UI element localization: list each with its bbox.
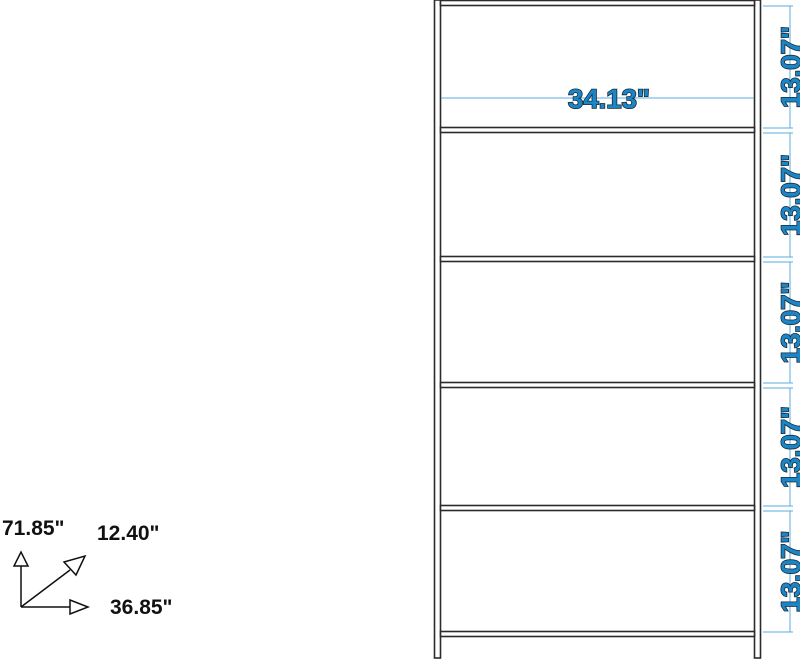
left-post bbox=[433, 0, 442, 659]
overall-depth-label: 12.40" bbox=[97, 522, 160, 545]
shelf-spacing-label: 13.07" bbox=[776, 282, 800, 364]
shelf-board bbox=[439, 126, 756, 134]
shelf-spacing-label: 13.07" bbox=[776, 406, 800, 488]
dimension-lines: 13.07" 13.07" 13.07" 13.07" 13.07" bbox=[763, 5, 800, 633]
shelf-board bbox=[439, 504, 756, 512]
shelf-spacing-label: 13.07" bbox=[776, 26, 800, 108]
height-arrow-icon bbox=[12, 550, 30, 607]
width-arrow-icon bbox=[21, 598, 91, 616]
shelf-spacing-label: 13.07" bbox=[776, 154, 800, 236]
shelf-board bbox=[439, 630, 756, 638]
shelf-board bbox=[439, 381, 756, 389]
shelf-spacing-label: 13.07" bbox=[776, 531, 800, 613]
depth-arrow-icon bbox=[20, 554, 87, 608]
right-post bbox=[753, 0, 762, 659]
overall-width-label: 36.85" bbox=[110, 596, 173, 619]
shelf-frame bbox=[433, 0, 762, 659]
shelf-board bbox=[439, 255, 756, 263]
overall-height-label: 71.85" bbox=[2, 517, 65, 540]
axis-legend: 71.85" 12.40" 36.85" bbox=[2, 517, 173, 619]
shelf-board bbox=[439, 0, 756, 7]
shelf-width-label: 34.13" bbox=[568, 84, 650, 114]
